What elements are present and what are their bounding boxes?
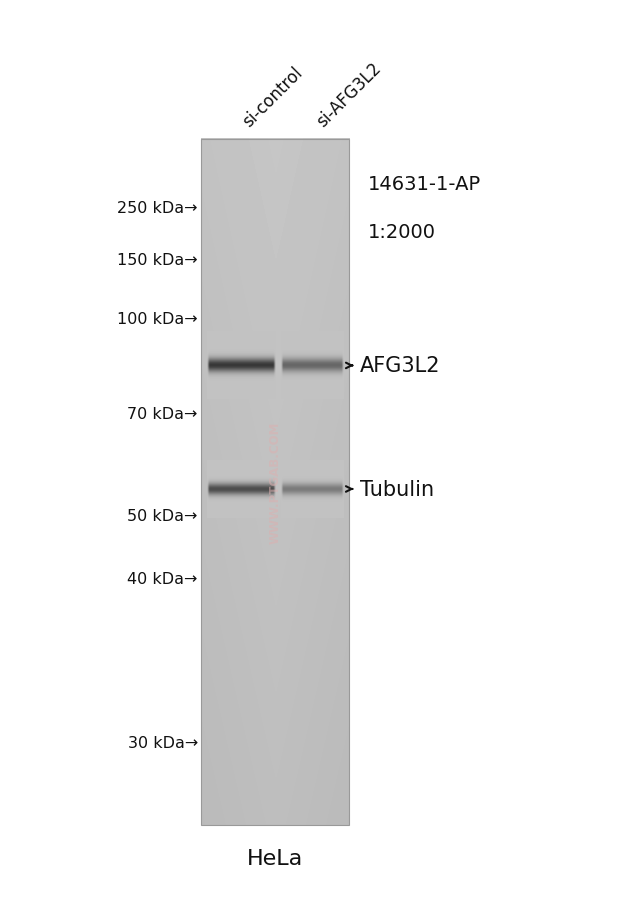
Text: 1:2000: 1:2000 [368,223,436,242]
Text: 14631-1-AP: 14631-1-AP [368,175,481,194]
Text: 40 kDa→: 40 kDa→ [127,571,198,586]
Text: AFG3L2: AFG3L2 [360,356,440,376]
Bar [201,140,349,825]
Text: 70 kDa→: 70 kDa→ [127,407,198,421]
Text: si-control: si-control [239,64,307,131]
Text: si-AFG3L2: si-AFG3L2 [313,60,385,131]
Text: WWW.PTGAB.COM: WWW.PTGAB.COM [268,421,282,544]
Text: 100 kDa→: 100 kDa→ [117,312,198,327]
Text: Tubulin: Tubulin [360,480,434,500]
Text: 150 kDa→: 150 kDa→ [117,253,198,267]
Text: 50 kDa→: 50 kDa→ [127,508,198,523]
Text: 250 kDa→: 250 kDa→ [117,201,198,216]
Text: HeLa: HeLa [247,848,303,868]
Text: 30 kDa→: 30 kDa→ [127,735,198,750]
